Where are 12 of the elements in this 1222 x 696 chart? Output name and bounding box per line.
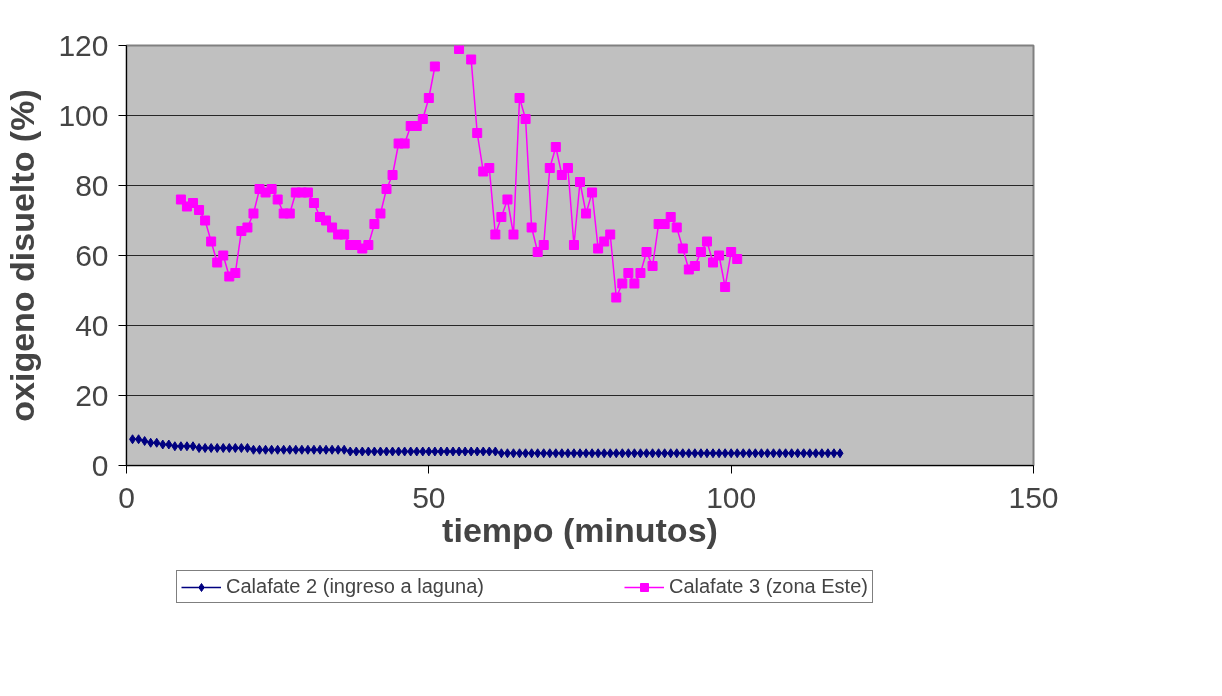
y-tick-label: 60 [75, 238, 109, 272]
y-tick-label: 100 [58, 98, 109, 132]
y-tick-label: 0 [91, 448, 109, 482]
legend-label: Calafate 3 (zona Este) [668, 575, 868, 598]
y-tick-label: 80 [75, 168, 109, 202]
y-tick-label: 40 [75, 308, 109, 342]
legend-label: Calafate 2 (ingreso a laguna) [226, 575, 484, 598]
x-tick-label: 150 [1008, 480, 1059, 514]
y-axis-title: oxigeno disuelto (%) [3, 89, 42, 422]
x-tick-label: 0 [118, 480, 135, 514]
y-tick-label: 20 [75, 378, 109, 412]
y-tick-label: 120 [58, 28, 109, 62]
